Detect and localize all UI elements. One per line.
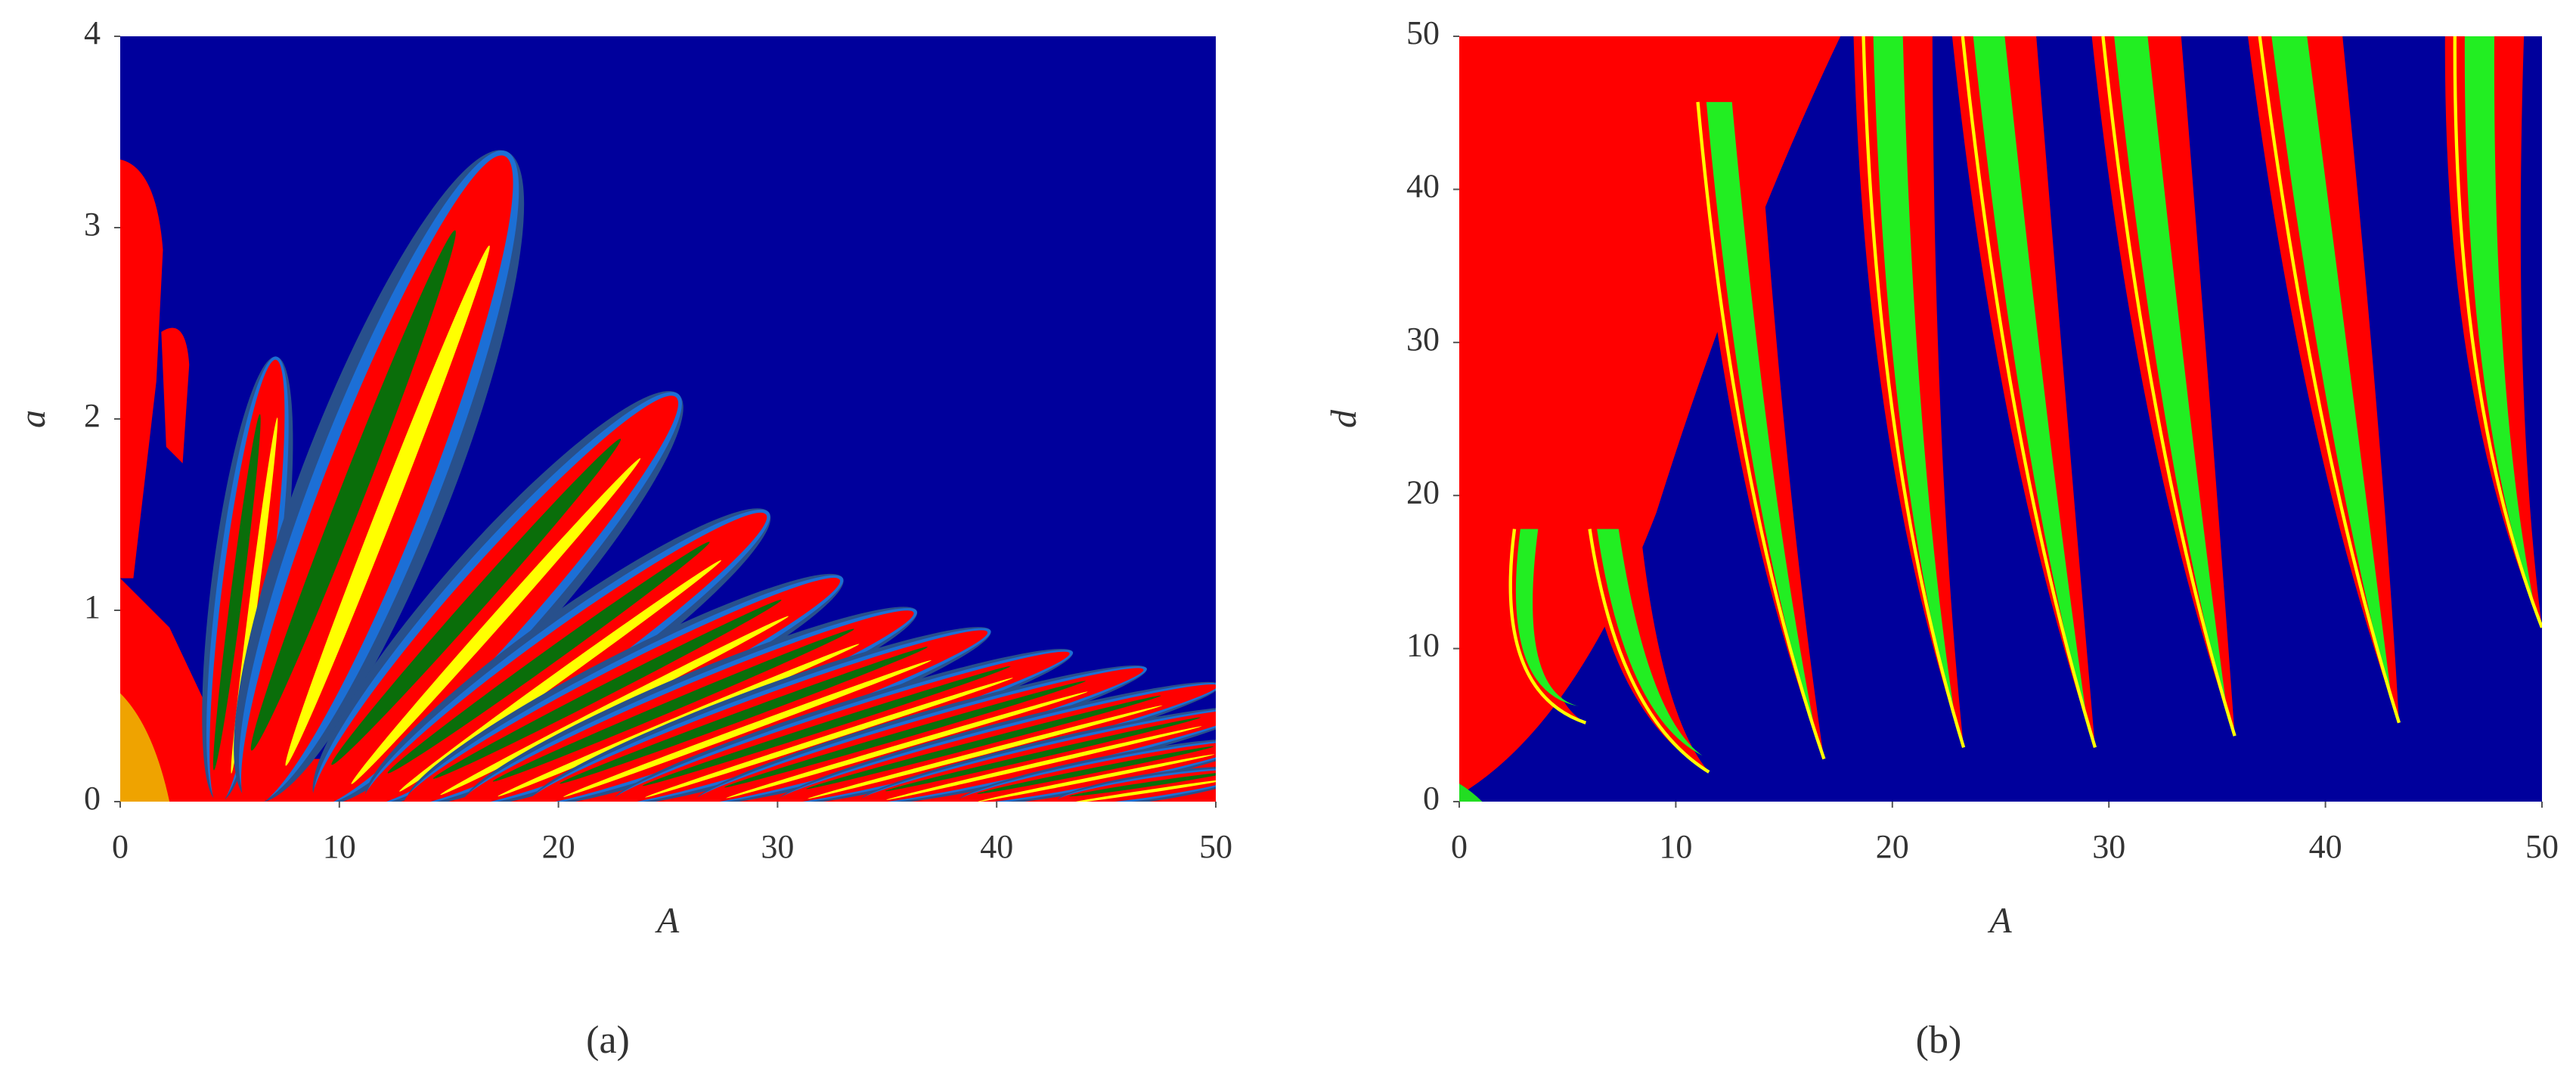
- region: [120, 159, 163, 579]
- x-tick-label: 50: [1199, 828, 1232, 865]
- x-tick-label: 20: [542, 828, 575, 865]
- x-tick-label: 40: [980, 828, 1013, 865]
- petal-band: [773, 684, 1216, 802]
- y-axis-label: a: [13, 410, 53, 428]
- petal-band: [351, 458, 641, 784]
- petal: [609, 648, 1074, 802]
- x-tick-label: 30: [761, 828, 794, 865]
- petal: [312, 391, 684, 802]
- petal-band: [240, 155, 513, 802]
- band: [2101, 36, 2237, 737]
- petal-band: [642, 666, 1011, 786]
- band: [1973, 36, 2089, 731]
- petal-band: [461, 610, 914, 802]
- x-tick-label: 20: [1876, 828, 1909, 865]
- x-tick-label: 50: [2525, 828, 2559, 865]
- y-tick-label: 10: [1406, 627, 1440, 664]
- region: [120, 693, 170, 802]
- band: [2114, 36, 2228, 720]
- petal-band: [856, 709, 1216, 802]
- y-tick-label: 40: [1406, 167, 1440, 204]
- band: [2453, 36, 2542, 628]
- petal: [691, 665, 1147, 802]
- x-tick-label: 10: [323, 828, 356, 865]
- x-tick-label: 10: [1659, 828, 1692, 865]
- petal: [363, 508, 771, 802]
- petal-band: [886, 726, 1202, 800]
- petal: [1055, 766, 1216, 802]
- x-tick-label: 30: [2092, 828, 2125, 865]
- petal-band: [560, 647, 928, 784]
- band: [1508, 529, 1587, 724]
- band: [2464, 36, 2536, 612]
- petal-band: [691, 668, 1144, 802]
- band: [1588, 529, 1710, 774]
- petal-band: [645, 678, 1013, 798]
- petal-band: [808, 705, 1163, 799]
- caption: (a): [586, 1019, 630, 1062]
- regime-map-b: [1459, 36, 2542, 802]
- petal-band: [285, 245, 490, 766]
- petal-band: [977, 746, 1214, 794]
- x-axis-label: A: [1987, 901, 2012, 941]
- petal: [527, 627, 991, 802]
- band: [1515, 529, 1579, 707]
- x-tick-label: 40: [2309, 828, 2342, 865]
- y-tick-label: 0: [1423, 780, 1440, 817]
- petal-band: [250, 230, 456, 751]
- petal-band: [1070, 779, 1216, 802]
- band: [1696, 101, 1826, 760]
- petal-band: [726, 691, 1088, 799]
- petal-band: [331, 439, 622, 765]
- petal: [856, 706, 1216, 802]
- y-tick-label: 50: [1406, 14, 1440, 51]
- petal-band: [609, 651, 1070, 802]
- petal-band: [312, 396, 679, 802]
- petal-band: [404, 578, 841, 802]
- petal-band: [440, 616, 789, 796]
- petal-band: [724, 681, 1086, 788]
- band: [1706, 101, 1818, 743]
- petal-band: [432, 600, 782, 779]
- petal: [773, 681, 1216, 802]
- petal-band: [956, 740, 1216, 802]
- band: [2258, 36, 2401, 724]
- regime-map-a: [120, 36, 1216, 802]
- y-tick-label: 30: [1406, 321, 1440, 358]
- petal-band: [1069, 772, 1216, 797]
- petal-band: [363, 512, 767, 802]
- petal-band: [492, 628, 854, 782]
- petal-band: [563, 659, 932, 797]
- band: [1861, 36, 1966, 748]
- x-axis-label: A: [655, 901, 680, 941]
- y-tick-label: 2: [84, 397, 101, 434]
- y-tick-label: 20: [1406, 473, 1440, 510]
- petal-band: [212, 414, 261, 771]
- y-axis-label: d: [1324, 409, 1364, 428]
- caption: (b): [1916, 1019, 1962, 1062]
- petal: [956, 738, 1216, 802]
- x-tick-label: 0: [1451, 828, 1468, 865]
- y-tick-label: 3: [84, 206, 101, 243]
- petal-band: [978, 754, 1215, 802]
- band: [1873, 36, 1958, 731]
- petal-band: [1055, 769, 1216, 802]
- petal-band: [527, 630, 988, 802]
- petal: [234, 150, 525, 802]
- band: [1597, 529, 1703, 756]
- y-tick-label: 1: [84, 588, 101, 625]
- x-tick-label: 0: [112, 828, 129, 865]
- y-tick-label: 0: [84, 780, 101, 817]
- band: [1961, 36, 2097, 748]
- y-tick-label: 4: [84, 14, 101, 51]
- petal-band: [806, 695, 1161, 790]
- band: [2271, 36, 2393, 707]
- region: [1459, 783, 1483, 802]
- region: [161, 327, 190, 464]
- petal-band: [387, 541, 710, 774]
- petal: [404, 573, 844, 802]
- petal-band: [885, 717, 1201, 792]
